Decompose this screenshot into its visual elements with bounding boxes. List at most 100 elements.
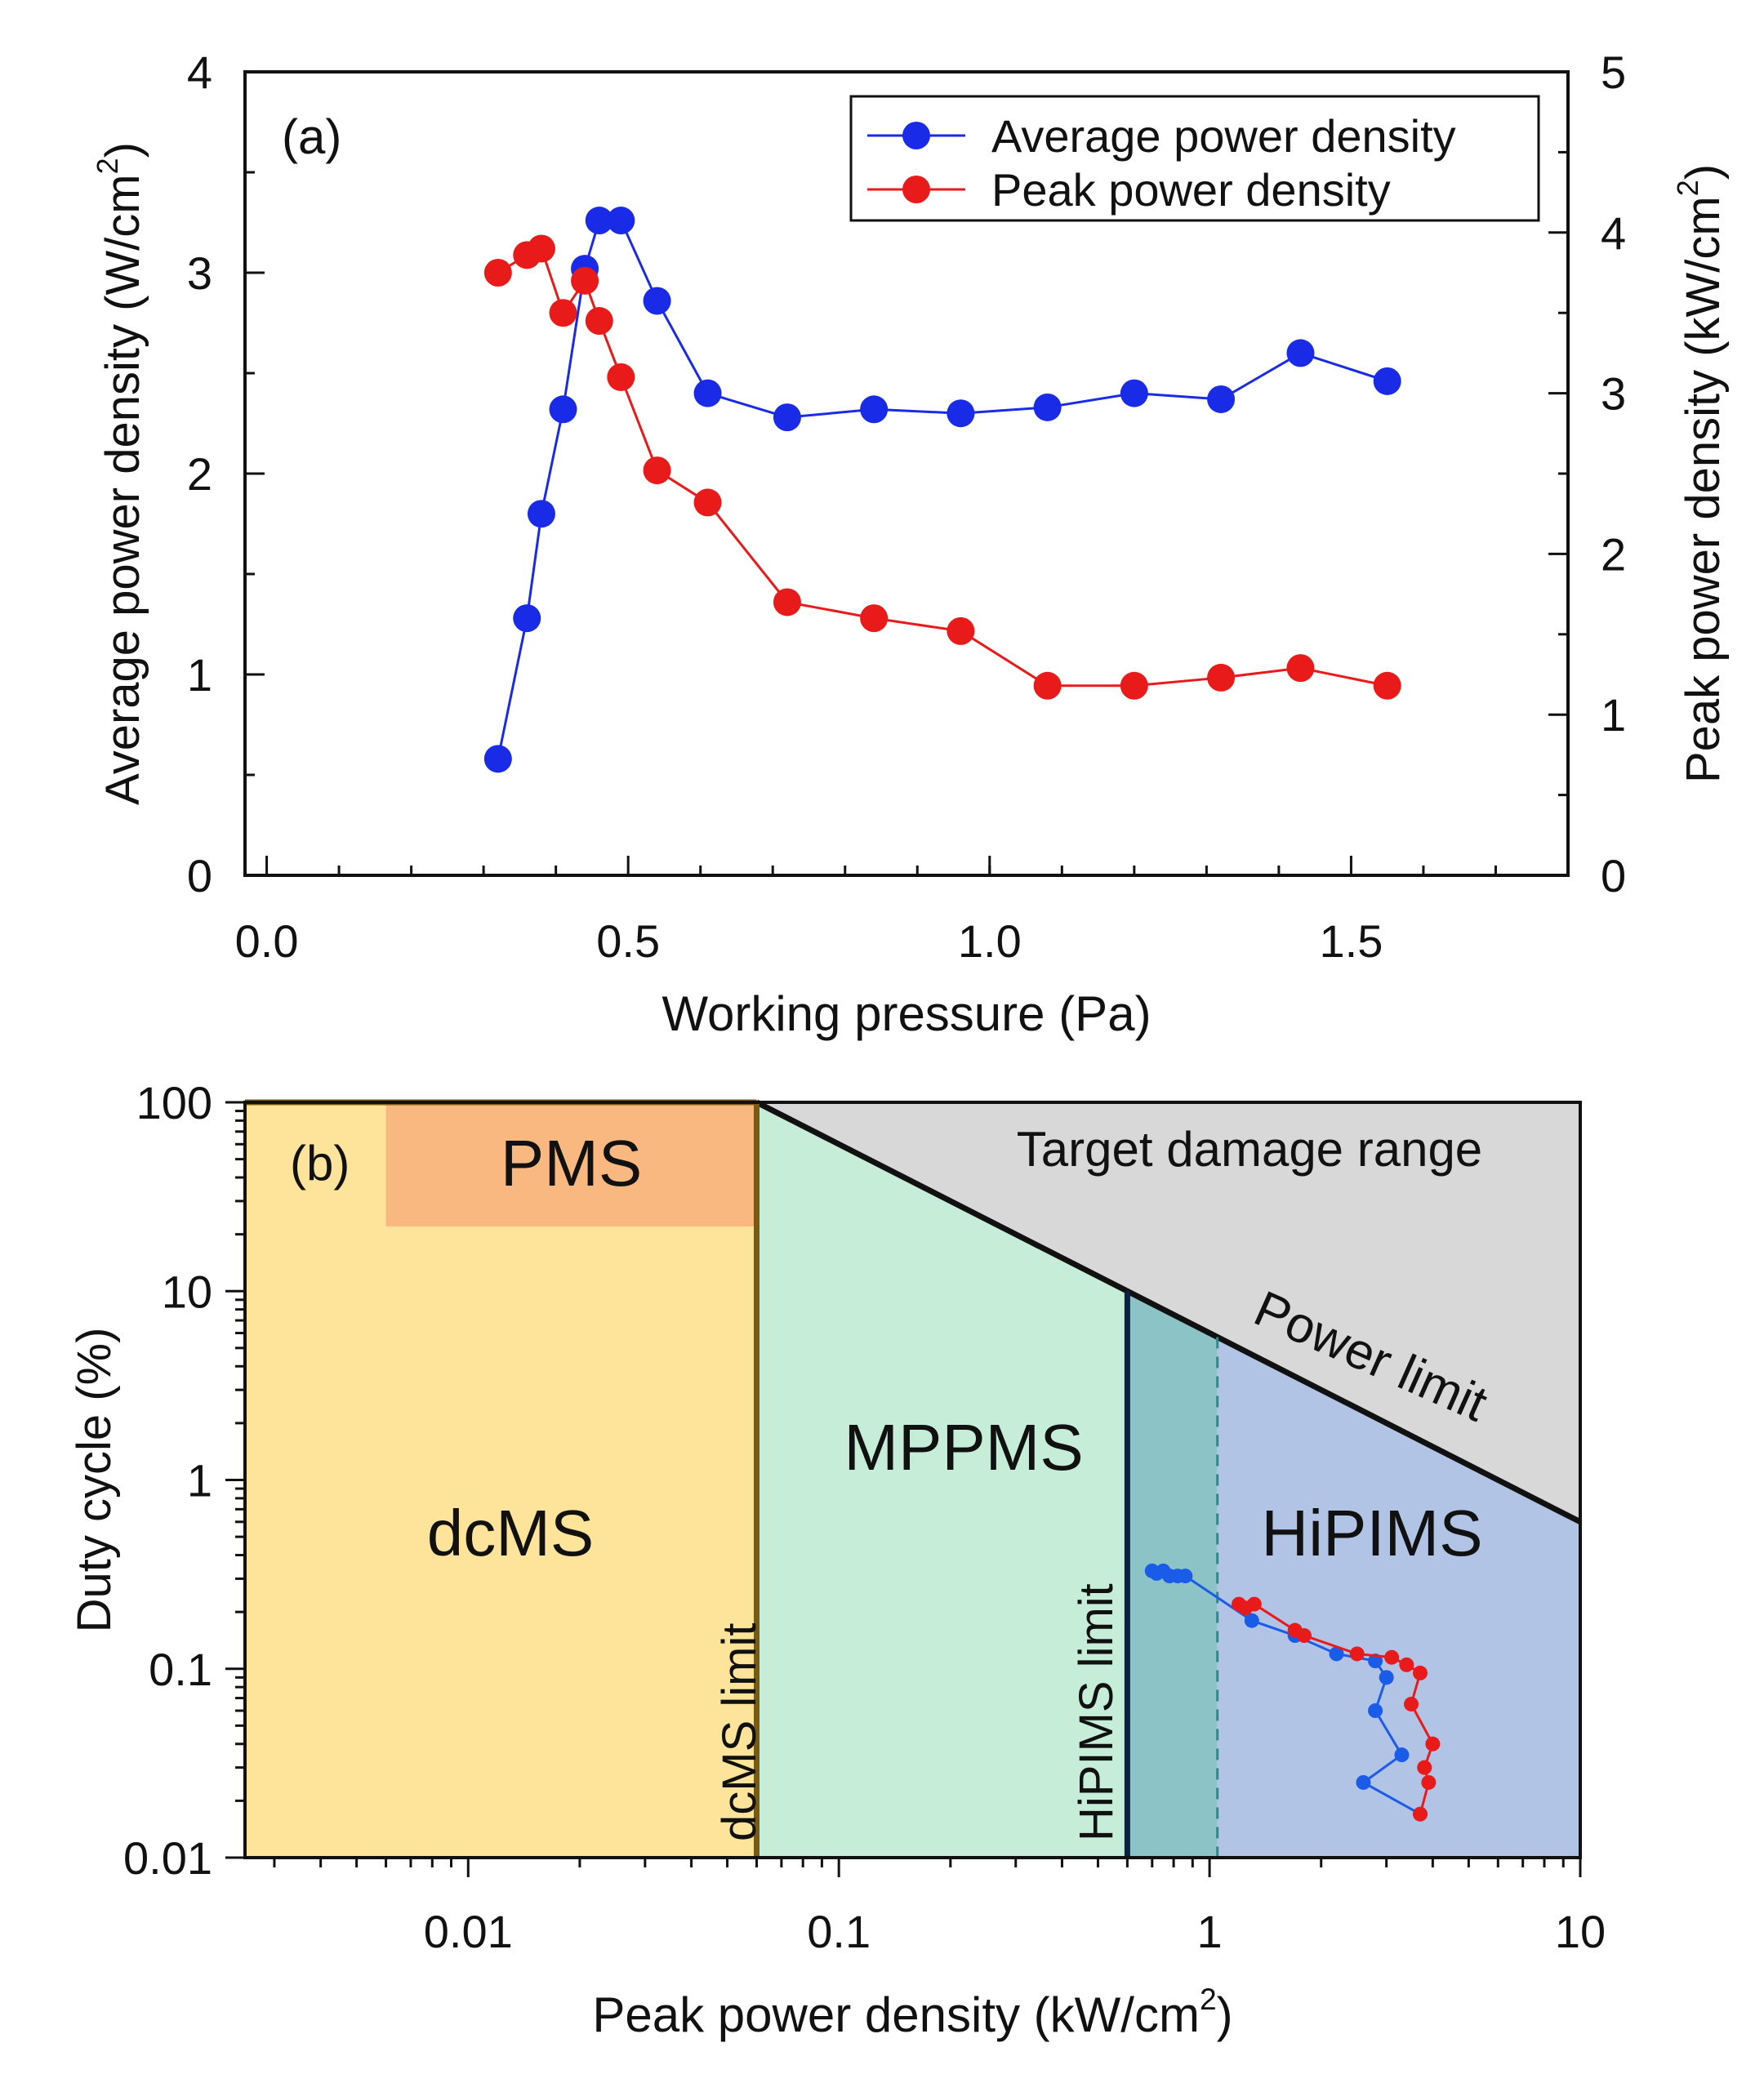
x-tick-label: 0.1 — [807, 1906, 871, 1957]
peak-series-point — [607, 363, 635, 391]
peak-series-point — [1296, 1628, 1312, 1644]
peak-series-point — [693, 488, 722, 517]
y2-tick-label: 3 — [1601, 368, 1626, 420]
hipims-region — [1217, 1337, 1580, 1858]
legend-label: Average power density — [991, 110, 1456, 162]
x-tick-label: 0.01 — [424, 1906, 513, 1957]
average-series-point — [947, 399, 975, 428]
legend-label: Peak power density — [991, 164, 1391, 216]
peak-series-point — [1384, 1649, 1400, 1665]
peak-series-point — [1404, 1697, 1419, 1712]
average-series-point — [1379, 1670, 1394, 1685]
average-series-point — [549, 395, 577, 424]
average-series-point — [483, 745, 512, 773]
panel-label-b: (b) — [290, 1136, 350, 1191]
panel-label-a: (a) — [282, 109, 341, 164]
x-tick-label: 0.0 — [235, 915, 299, 967]
target-damage-label: Target damage range — [1017, 1122, 1482, 1177]
average-series-point — [1244, 1613, 1259, 1628]
peak-series-point — [527, 234, 555, 263]
y-tick-label: 4 — [187, 47, 212, 98]
peak-series-point — [1413, 1806, 1428, 1822]
average-series-point — [643, 287, 671, 315]
legend-marker — [902, 176, 930, 203]
y-tick-label: 100 — [136, 1077, 212, 1128]
peak-series-point — [483, 259, 512, 287]
y2-tick-label: 2 — [1601, 528, 1626, 580]
average-series-point — [527, 500, 555, 528]
peak-series-point — [773, 588, 801, 616]
average-series-point — [773, 403, 801, 432]
dcms-label: dcMS — [427, 1497, 595, 1569]
average-series-point — [1356, 1774, 1371, 1790]
average-series-point — [693, 379, 722, 407]
dcms-region — [245, 1102, 757, 1858]
legend-box — [849, 95, 1540, 222]
peak-series-point — [585, 307, 613, 336]
peak-series-point — [571, 266, 599, 295]
average-series-point — [1286, 339, 1315, 367]
average-series-point — [1368, 1653, 1383, 1669]
average-series-point — [513, 604, 541, 633]
average-series-line — [497, 219, 1388, 759]
average-series-point — [860, 395, 889, 424]
legend-marker — [902, 122, 930, 149]
mppms-region — [756, 1102, 1128, 1858]
average-series-point — [1368, 1703, 1383, 1719]
y-tick-label: 3 — [187, 247, 212, 299]
y-tick-label: 2 — [187, 448, 212, 500]
peak-series-point — [1286, 654, 1315, 683]
peak-series-point — [1373, 671, 1401, 700]
peak-series-point — [1033, 671, 1062, 700]
average-series-point — [1207, 385, 1236, 413]
y-tick-label: 1 — [187, 649, 212, 701]
panel-b: 0.01 0.1 1 10 0.01 0.1 1 10 100 Peak power densit… — [68, 1077, 1606, 2042]
x-tick-label: 1.0 — [958, 915, 1022, 967]
x-tick-label: 0.5 — [596, 915, 660, 967]
y2-tick-label: 5 — [1601, 47, 1626, 98]
peak-series-point — [1417, 1760, 1432, 1775]
average-series-point — [1329, 1646, 1344, 1662]
hipims-limit-label: HiPIMS limit — [1070, 1583, 1123, 1841]
y-tick-label: 0.1 — [149, 1644, 212, 1695]
average-series-point — [1178, 1569, 1193, 1584]
x-tick-label: 1 — [1197, 1906, 1223, 1957]
average-series-point — [1120, 379, 1148, 407]
x-tick-label: 1.5 — [1319, 915, 1383, 967]
panel-a: 0.0 0.5 1.0 1.5 0 1 2 3 4 0 1 2 3 4 5 Working pressure … — [91, 47, 1730, 1041]
pms-label: PMS — [501, 1127, 642, 1199]
y-axis-title: Average power density (W/cm2) — [91, 142, 149, 805]
peak-series-point — [860, 604, 889, 633]
peak-series-point — [1413, 1665, 1428, 1680]
peak-series-point — [1425, 1736, 1441, 1751]
dcms-limit-label: dcMS limit — [713, 1623, 766, 1841]
average-series-point — [585, 207, 613, 235]
peak-series-point — [1207, 663, 1236, 692]
peak-series-point — [1349, 1646, 1365, 1662]
mppms-label: MPPMS — [844, 1411, 1083, 1484]
peak-series-point — [549, 299, 577, 327]
y-tick-label: 10 — [162, 1266, 212, 1317]
y2-tick-label: 4 — [1601, 207, 1626, 259]
y2-axis-title: Peak power density (kW/cm2) — [1671, 164, 1730, 783]
peak-series-point — [1421, 1774, 1437, 1790]
peak-series-line — [497, 247, 1388, 688]
average-series-point — [607, 207, 635, 235]
y-tick-label: 0.01 — [123, 1832, 212, 1884]
peak-series-point — [947, 616, 975, 645]
peak-series-point — [1120, 671, 1148, 700]
x-axis-title: Working pressure (Pa) — [662, 986, 1151, 1041]
peak-series-point — [643, 456, 671, 485]
y2-tick-label: 1 — [1601, 689, 1626, 741]
peak-series-point — [1246, 1596, 1262, 1612]
average-series-point — [1033, 393, 1062, 421]
pms-region — [385, 1102, 757, 1227]
peak-series-point — [1399, 1657, 1414, 1672]
y2-tick-label: 0 — [1601, 850, 1626, 901]
average-series-point — [1373, 367, 1401, 395]
average-series-point — [1394, 1747, 1410, 1763]
x-tick-label: 10 — [1555, 1906, 1606, 1957]
y-tick-label: 0 — [187, 850, 212, 901]
x-axis-title: Peak power density (kW/cm2) — [592, 1982, 1232, 2042]
